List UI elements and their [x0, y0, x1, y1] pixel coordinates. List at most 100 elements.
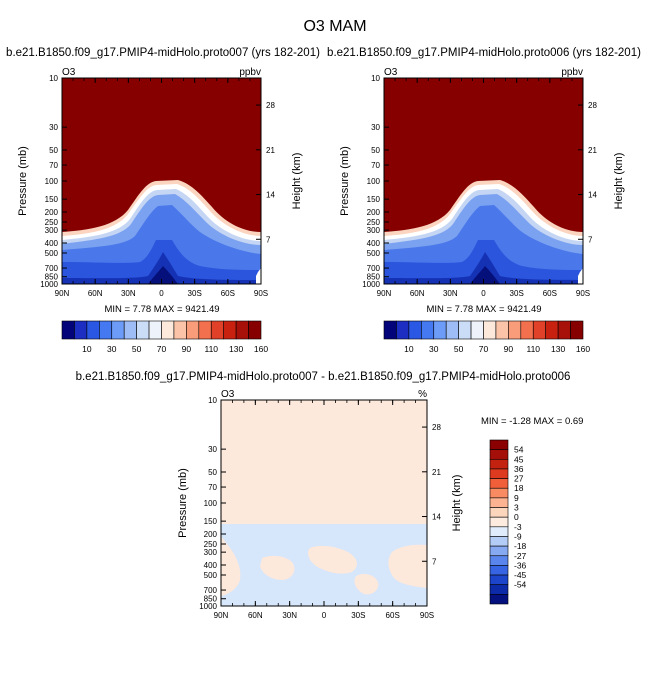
colorbar-box: [210, 320, 224, 340]
colorbar-label: -3: [514, 522, 522, 532]
colorbar-box: [136, 320, 150, 340]
panel-2-axes: 1030507010015020025030040050070085010002…: [362, 74, 597, 298]
colorbar-label: 3: [514, 503, 519, 513]
colorbar-box: [470, 320, 484, 340]
pressure-tick-label: 700: [45, 264, 59, 273]
colorbar-box: [489, 468, 509, 479]
colorbar-label: 90: [182, 344, 192, 354]
height-tick-label: 14: [266, 191, 275, 200]
colorbar-box: [235, 320, 249, 340]
colorbar-label: 70: [157, 344, 167, 354]
colorbar-box: [545, 320, 559, 340]
height-tick-label: 7: [266, 235, 271, 244]
panel-1-axes: 1030507010015020025030040050070085010002…: [40, 74, 275, 298]
colorbar-label: -45: [514, 570, 527, 580]
colorbar-box: [520, 320, 534, 340]
panel-3-minmax: MIN = -1.28 MAX = 0.69: [481, 416, 583, 427]
colorbar-box: [489, 516, 509, 528]
pressure-tick-label: 200: [367, 208, 381, 217]
height-tick-label: 21: [588, 146, 597, 155]
colorbar-box: [248, 320, 262, 340]
lat-tick-label: 30N: [121, 289, 136, 298]
colorbar-box: [123, 320, 137, 340]
colorbar-box: [99, 320, 113, 340]
panel-2-colorbar: 10 30 50 70 90 110 130 160: [383, 320, 590, 354]
lat-tick-label: 90S: [420, 611, 434, 620]
lat-tick-label: 0: [159, 289, 164, 298]
pressure-tick-label: 250: [45, 218, 59, 227]
lat-tick-label: 90S: [576, 289, 590, 298]
colorbar-box: [383, 320, 397, 340]
lat-tick-label: 60S: [543, 289, 557, 298]
panel-1: b.e21.B1850.f09_g17.PMIP4-midHolo.proto0…: [6, 47, 320, 354]
height-tick-label: 7: [588, 235, 593, 244]
colorbar-box: [570, 320, 584, 340]
colorbar-box: [489, 574, 509, 586]
pressure-tick-label: 500: [204, 571, 218, 580]
colorbar-box: [489, 449, 509, 460]
pressure-tick-label: 100: [367, 177, 381, 186]
colorbar-box: [186, 320, 200, 340]
colorbar-box: [489, 536, 509, 547]
colorbar-box: [489, 497, 509, 508]
colorbar-label: 30: [107, 344, 117, 354]
panel-2-band-8: [470, 266, 500, 284]
colorbar-box: [223, 320, 237, 340]
colorbar-label: 18: [514, 483, 524, 493]
panel-1-title: b.e21.B1850.f09_g17.PMIP4-midHolo.proto0…: [6, 47, 320, 59]
pressure-tick-label: 200: [45, 208, 59, 217]
colorbar-label: 27: [514, 474, 524, 484]
panel-3-ylabel: Pressure (mb): [177, 468, 189, 538]
height-tick-label: 28: [588, 101, 597, 110]
lat-tick-label: 90N: [377, 289, 392, 298]
panel-3-variable: O3: [221, 389, 235, 400]
pressure-tick-label: 70: [49, 161, 58, 170]
panel-2-ylabel: Pressure (mb): [339, 146, 351, 216]
panel-2: b.e21.B1850.f09_g17.PMIP4-midHolo.proto0…: [327, 47, 641, 354]
colorbar-label: -18: [514, 541, 527, 551]
colorbar-label: 54: [514, 445, 524, 455]
lat-tick-label: 30N: [443, 289, 458, 298]
colorbar-box: [508, 320, 522, 340]
panel-2-y2label: Height (km): [613, 153, 625, 210]
panel-2-minmax: MIN = 7.78 MAX = 9421.49: [426, 304, 541, 315]
pressure-tick-label: 400: [45, 239, 59, 248]
colorbar-box: [489, 487, 509, 499]
lat-tick-label: 60N: [88, 289, 103, 298]
colorbar-label: 10: [404, 344, 414, 354]
pressure-tick-label: 1000: [362, 280, 380, 289]
lat-tick-label: 0: [322, 611, 327, 620]
height-tick-label: 21: [266, 146, 275, 155]
height-tick-label: 7: [432, 557, 437, 566]
panel-1-field: [62, 78, 261, 284]
panel-3: b.e21.B1850.f09_g17.PMIP4-midHolo.proto0…: [76, 371, 584, 620]
pressure-tick-label: 10: [208, 396, 217, 405]
colorbar-label: 90: [504, 344, 514, 354]
colorbar-box: [483, 320, 497, 340]
colorbar-box: [489, 439, 509, 450]
pressure-tick-label: 70: [371, 161, 380, 170]
colorbar-label: 30: [429, 344, 439, 354]
colorbar-box: [111, 320, 125, 340]
panel-1-variable: O3: [62, 67, 76, 78]
pressure-tick-label: 250: [367, 218, 381, 227]
colorbar-box: [433, 320, 447, 340]
pressure-tick-label: 700: [367, 264, 381, 273]
colorbar-label: 50: [132, 344, 142, 354]
colorbar-label: 45: [514, 454, 524, 464]
panel-2-field: [384, 78, 583, 284]
panel-3-positive-patch-3: [354, 574, 379, 595]
colorbar-box: [445, 320, 459, 340]
colorbar-box: [489, 545, 509, 557]
colorbar-box: [489, 526, 509, 537]
colorbar-label: -36: [514, 560, 527, 570]
colorbar-box: [489, 555, 509, 566]
lat-tick-label: 90N: [55, 289, 70, 298]
panel-3-positive-patch-1: [260, 555, 295, 580]
colorbar-label: 130: [551, 344, 565, 354]
panel-3-y2label: Height (km): [451, 475, 463, 532]
panel-3-title: b.e21.B1850.f09_g17.PMIP4-midHolo.proto0…: [76, 371, 571, 383]
colorbar-label: 110: [204, 344, 218, 354]
